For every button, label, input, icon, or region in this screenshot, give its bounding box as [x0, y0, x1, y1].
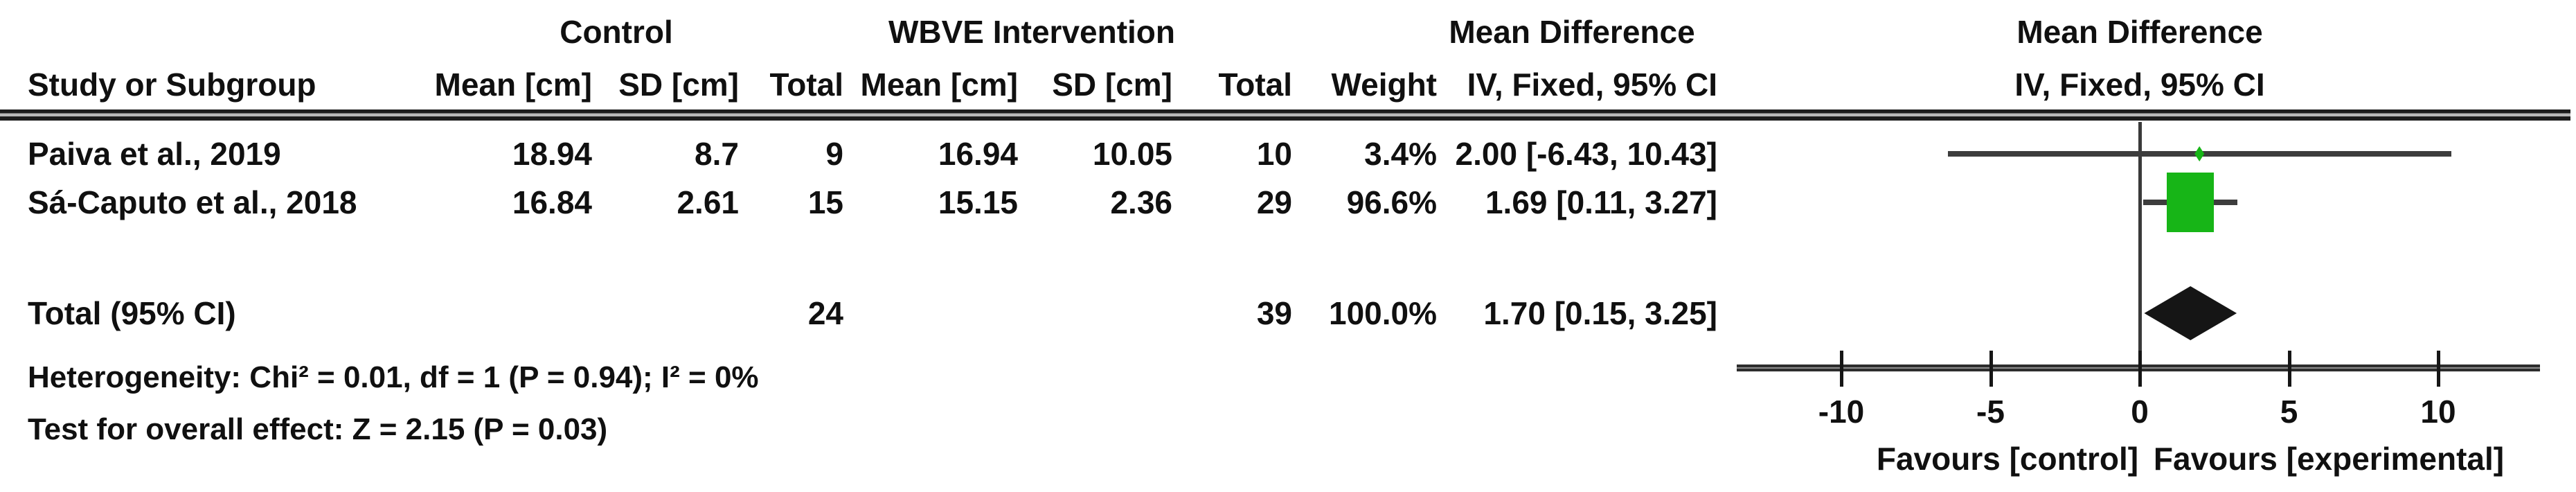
group-header-intervention: WBVE Intervention: [888, 14, 1176, 50]
table-cell-ci: 1.69 [0.11, 3.27]: [1485, 184, 1717, 220]
table-cell: 29: [1256, 184, 1292, 220]
col-header-mean-intervention: Mean [cm]: [860, 67, 1018, 103]
axis-tick: [2138, 351, 2142, 387]
col-header-ci-text: IV, Fixed, 95% CI: [1467, 67, 1717, 103]
header-separator-rule: [0, 109, 2570, 121]
axis-tick-label: 5: [2280, 394, 2298, 430]
table-cell: 10: [1256, 136, 1292, 172]
effect-marker-square: [2166, 173, 2214, 232]
axis-tick-label: 0: [2131, 394, 2149, 430]
col-header-sd-intervention: SD [cm]: [1052, 67, 1172, 103]
plot-header-ci: IV, Fixed, 95% CI: [2014, 67, 2265, 103]
table-cell-weight: 3.4%: [1364, 136, 1437, 172]
axis-tick: [1840, 351, 1843, 387]
axis-tick: [2437, 351, 2440, 387]
table-cell: 18.94: [512, 136, 592, 172]
heterogeneity-note: Heterogeneity: Chi² = 0.01, df = 1 (P = …: [28, 360, 759, 394]
table-cell-ci: 2.00 [-6.43, 10.43]: [1455, 136, 1717, 172]
table-cell: 15: [807, 184, 843, 220]
axis-tick: [2287, 351, 2291, 387]
col-header-total-intervention: Total: [1218, 67, 1292, 103]
total-n-intervention: 39: [1256, 295, 1292, 331]
table-cell-weight: 96.6%: [1346, 184, 1437, 220]
group-header-mean-difference: Mean Difference: [1449, 14, 1695, 50]
table-cell: 2.36: [1110, 184, 1172, 220]
total-n-control: 24: [807, 295, 843, 331]
table-cell: 10.05: [1092, 136, 1172, 172]
pooled-effect-diamond: [2144, 286, 2237, 340]
group-header-control: Control: [560, 14, 673, 50]
zero-reference-line: [2138, 122, 2142, 372]
col-header-mean-control: Mean [cm]: [434, 67, 592, 103]
col-header-study: Study or Subgroup: [28, 67, 316, 103]
total-label: Total (95% CI): [28, 295, 236, 331]
col-header-total-control: Total: [769, 67, 843, 103]
overall-effect-note: Test for overall effect: Z = 2.15 (P = 0…: [28, 412, 608, 446]
total-ci: 1.70 [0.15, 3.25]: [1483, 295, 1717, 331]
axis-tick-label: 10: [2420, 394, 2456, 430]
favours-control-label: Favours [control]: [1876, 441, 2139, 477]
table-cell: 9: [825, 136, 843, 172]
x-axis-line: [1737, 364, 2540, 371]
study-name: Paiva et al., 2019: [28, 136, 281, 172]
table-cell: 8.7: [695, 136, 739, 172]
favours-experimental-label: Favours [experimental]: [2153, 441, 2505, 477]
table-cell: 2.61: [677, 184, 739, 220]
table-cell: 15.15: [938, 184, 1018, 220]
table-cell: 16.84: [512, 184, 592, 220]
axis-tick-label: -5: [1976, 394, 2005, 430]
axis-tick: [1989, 351, 1993, 387]
study-name: Sá-Caputo et al., 2018: [28, 184, 357, 220]
col-header-weight: Weight: [1331, 67, 1437, 103]
total-weight: 100.0%: [1328, 295, 1437, 331]
effect-marker-diamond: [2194, 146, 2205, 161]
plot-header-mean-difference: Mean Difference: [2016, 14, 2263, 50]
axis-tick-label: -10: [1818, 394, 1865, 430]
table-cell: 16.94: [938, 136, 1018, 172]
col-header-sd-control: SD [cm]: [618, 67, 739, 103]
